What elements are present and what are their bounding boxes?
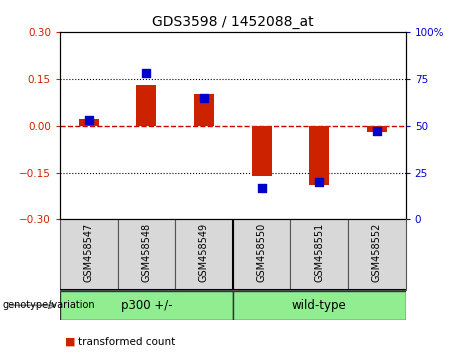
Text: transformed count: transformed count <box>78 337 176 347</box>
Bar <box>175 219 233 290</box>
Text: GSM458552: GSM458552 <box>372 223 382 282</box>
Point <box>258 185 266 190</box>
Bar <box>252 126 272 176</box>
Text: p300 +/-: p300 +/- <box>121 299 172 312</box>
Bar <box>233 291 406 320</box>
Bar <box>309 126 329 185</box>
Bar <box>118 219 175 290</box>
Bar <box>60 219 118 290</box>
Bar <box>367 126 387 132</box>
Bar <box>136 85 156 126</box>
Bar <box>290 219 348 290</box>
Text: GSM458549: GSM458549 <box>199 223 209 282</box>
Text: ■: ■ <box>65 337 75 347</box>
Point <box>373 129 381 134</box>
Point <box>85 117 92 123</box>
Point <box>315 179 323 185</box>
Text: wild-type: wild-type <box>292 299 347 312</box>
Bar <box>348 219 406 290</box>
Bar <box>194 95 214 126</box>
Point <box>200 95 207 101</box>
Text: GSM458551: GSM458551 <box>314 223 324 282</box>
Title: GDS3598 / 1452088_at: GDS3598 / 1452088_at <box>152 16 313 29</box>
Text: genotype/variation: genotype/variation <box>2 300 95 310</box>
Bar <box>60 291 233 320</box>
Bar <box>79 119 99 126</box>
Text: GSM458550: GSM458550 <box>257 223 266 282</box>
Point <box>142 70 150 76</box>
Text: GSM458547: GSM458547 <box>84 223 94 282</box>
Text: GSM458548: GSM458548 <box>142 223 151 282</box>
Bar <box>233 219 290 290</box>
